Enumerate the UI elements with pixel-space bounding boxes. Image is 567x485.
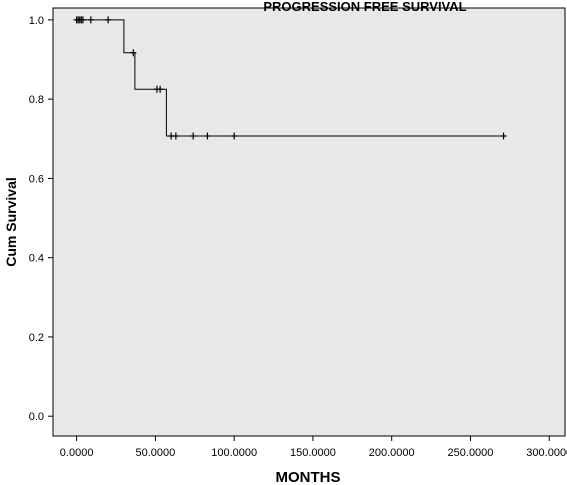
- plot-area: [52, 7, 566, 437]
- y-axis-ticks: 0.0 0.2 0.4 0.6 0.8 1.0: [29, 15, 53, 423]
- x-axis-ticks: 0.0000 50.0000 100.0000 150.0000 200.0000 250…: [60, 436, 567, 459]
- censor-mark: [231, 132, 238, 140]
- censor-mark: [190, 132, 197, 140]
- y-tick-label: 0.8: [29, 94, 44, 106]
- chart-title: PROGRESSION FREE SURVIVAL: [263, 0, 466, 14]
- censor-mark: [157, 85, 164, 93]
- survival-step-line: [76, 19, 504, 137]
- x-axis-title: MONTHS: [276, 469, 341, 485]
- censor-marks: [73, 16, 507, 140]
- censor-mark: [87, 16, 94, 24]
- x-tick-label: 250.0000: [448, 447, 494, 459]
- censor-mark: [500, 132, 507, 140]
- censor-mark: [204, 132, 211, 140]
- y-axis-title: Cum Survival: [3, 177, 19, 266]
- x-tick-label: 200.0000: [369, 447, 415, 459]
- censor-mark: [172, 132, 179, 140]
- x-tick-label: 300.0000: [526, 447, 567, 459]
- y-tick-label: 0.2: [29, 332, 44, 344]
- x-tick-label: 50.0000: [136, 447, 176, 459]
- y-tick-label: 0.6: [29, 173, 44, 185]
- x-tick-label: 100.0000: [211, 447, 257, 459]
- y-tick-label: 1.0: [29, 15, 44, 27]
- censor-mark: [105, 16, 112, 24]
- censor-mark: [79, 16, 86, 24]
- censor-mark: [130, 49, 137, 57]
- y-tick-label: 0.4: [29, 253, 44, 265]
- x-tick-label: 150.0000: [290, 447, 336, 459]
- x-tick-label: 0.0000: [60, 447, 94, 459]
- y-tick-label: 0.0: [29, 411, 44, 423]
